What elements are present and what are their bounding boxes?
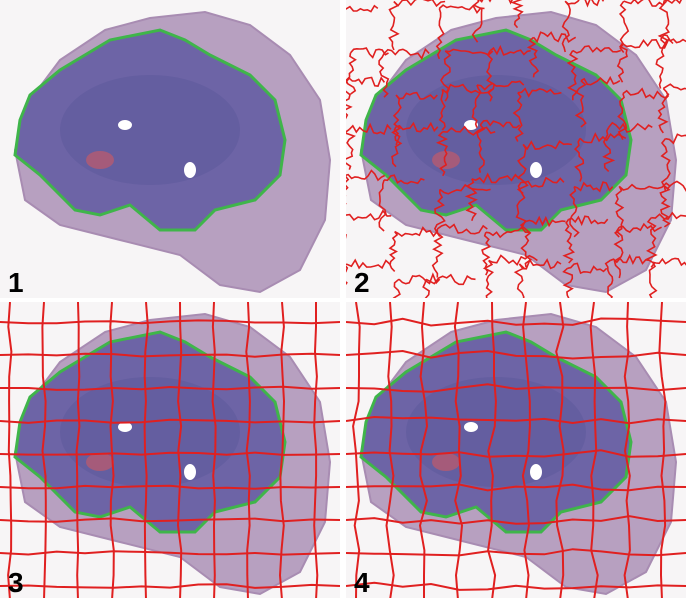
figure: 1 2 3 4 [0,0,686,598]
panel-label: 1 [8,267,24,298]
panel-label: 2 [354,267,370,298]
panel: 4 [346,302,686,598]
panel-label: 3 [8,567,24,598]
panel-label: 4 [354,567,370,598]
panel: 3 [0,302,340,598]
panel: 1 [0,0,340,298]
page: 1 2 3 4 (() => { const data = JSON.parse… [0,0,686,598]
panel: 2 [332,0,686,325]
